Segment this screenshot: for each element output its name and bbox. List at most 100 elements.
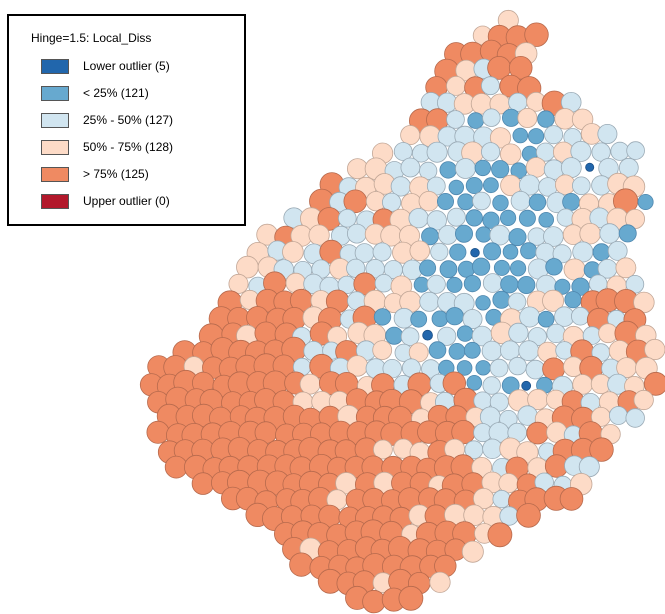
map-symbol xyxy=(437,326,457,346)
map-symbol xyxy=(487,522,513,548)
map-symbol xyxy=(465,176,483,194)
map-symbol xyxy=(409,240,431,262)
map-symbol xyxy=(501,108,521,127)
map-symbol xyxy=(429,571,451,593)
map-symbol xyxy=(633,389,654,411)
map-symbol xyxy=(446,110,465,129)
map-symbol xyxy=(559,487,584,511)
map-symbol xyxy=(470,247,480,258)
map-symbol xyxy=(512,127,529,144)
map-symbol xyxy=(585,162,595,172)
map-symbol xyxy=(507,292,527,312)
map-symbol xyxy=(482,376,501,395)
map-symbol xyxy=(537,310,555,328)
legend-item-above-75: > 75% (125) xyxy=(41,166,149,182)
map-symbol xyxy=(385,326,404,345)
map-symbol xyxy=(637,193,654,210)
map-symbol xyxy=(482,273,503,293)
map-symbol xyxy=(448,179,465,196)
map-symbol xyxy=(480,76,500,96)
map-symbol xyxy=(482,108,501,127)
map-symbol xyxy=(463,341,481,359)
map-symbol xyxy=(471,257,491,276)
map-symbol xyxy=(426,141,448,163)
map-symbol xyxy=(462,309,483,330)
legend-swatch-lower-outlier xyxy=(41,58,69,74)
map-symbol xyxy=(408,208,429,229)
map-symbol xyxy=(439,161,457,179)
map-symbol xyxy=(517,108,538,129)
map-symbol xyxy=(552,244,572,264)
legend-item-25-50: 25% - 50% (127) xyxy=(41,112,173,128)
legend-label-below-25: < 25% (121) xyxy=(83,86,149,100)
map-symbol xyxy=(546,323,566,344)
map-symbol xyxy=(373,308,392,326)
legend-label-25-50: 25% - 50% (127) xyxy=(83,113,174,127)
map-symbol xyxy=(419,291,440,312)
map-symbol xyxy=(570,306,590,326)
map-symbol xyxy=(554,278,571,295)
map-symbol xyxy=(508,356,527,376)
map-symbol xyxy=(524,22,549,47)
map-symbol xyxy=(498,473,519,494)
map-symbol xyxy=(508,56,533,80)
legend-swatch-below-25 xyxy=(41,85,69,101)
map-symbol xyxy=(426,210,447,231)
map-symbol xyxy=(146,420,170,444)
legend-swatch-upper-outlier xyxy=(41,193,69,209)
map-symbol xyxy=(448,342,466,360)
map-symbol xyxy=(419,259,437,277)
map-symbol xyxy=(592,243,611,262)
map-symbol xyxy=(555,174,576,195)
map-symbol xyxy=(615,257,637,279)
map-symbol xyxy=(500,275,519,294)
map-symbol xyxy=(597,124,618,145)
map-symbol xyxy=(589,437,614,462)
map-symbol xyxy=(398,585,424,611)
map-symbol xyxy=(475,226,492,243)
legend: Hinge=1.5: Local_Diss Lower outlier (5) … xyxy=(7,14,246,226)
map-symbol xyxy=(493,259,510,276)
map-symbol xyxy=(463,274,481,293)
map-symbol xyxy=(372,340,393,361)
map-symbol xyxy=(445,307,464,326)
legend-item-below-25: < 25% (121) xyxy=(41,85,149,101)
legend-item-50-75: 50% - 75% (128) xyxy=(41,139,173,155)
map-symbol xyxy=(571,277,590,296)
map-symbol xyxy=(446,207,466,227)
map-symbol xyxy=(643,371,665,396)
map-symbol xyxy=(482,211,500,229)
map-symbol xyxy=(472,191,491,211)
map-symbol xyxy=(374,274,394,293)
map-symbol xyxy=(446,76,466,96)
map-symbol xyxy=(457,260,475,278)
map-symbol xyxy=(436,192,454,210)
map-symbol xyxy=(508,322,529,343)
map-symbol xyxy=(299,373,321,395)
map-symbol xyxy=(372,439,393,460)
map-symbol xyxy=(489,358,509,378)
map-symbol xyxy=(509,260,527,277)
map-symbol xyxy=(457,193,475,211)
map-symbol xyxy=(570,140,592,162)
map-symbol xyxy=(542,289,565,312)
map-symbol xyxy=(489,127,512,149)
map-symbol xyxy=(408,342,429,363)
map-symbol xyxy=(454,224,473,243)
map-symbol xyxy=(626,141,645,160)
map-symbol xyxy=(618,224,637,243)
legend-label-50-75: 50% - 75% (128) xyxy=(83,140,174,154)
legend-item-upper-outlier: Upper outlier (0) xyxy=(41,193,170,209)
map-symbol xyxy=(607,240,628,261)
map-symbol xyxy=(518,340,540,362)
map-symbol xyxy=(428,341,447,359)
map-symbol xyxy=(430,242,449,261)
map-symbol xyxy=(362,589,386,614)
map-symbol xyxy=(456,325,474,342)
map-symbol xyxy=(475,360,491,376)
map-symbol xyxy=(228,273,249,294)
legend-label-above-75: > 75% (125) xyxy=(83,167,149,181)
map-symbol xyxy=(482,177,499,194)
legend-item-lower-outlier: Lower outlier (5) xyxy=(41,58,170,74)
map-symbol xyxy=(610,141,630,161)
